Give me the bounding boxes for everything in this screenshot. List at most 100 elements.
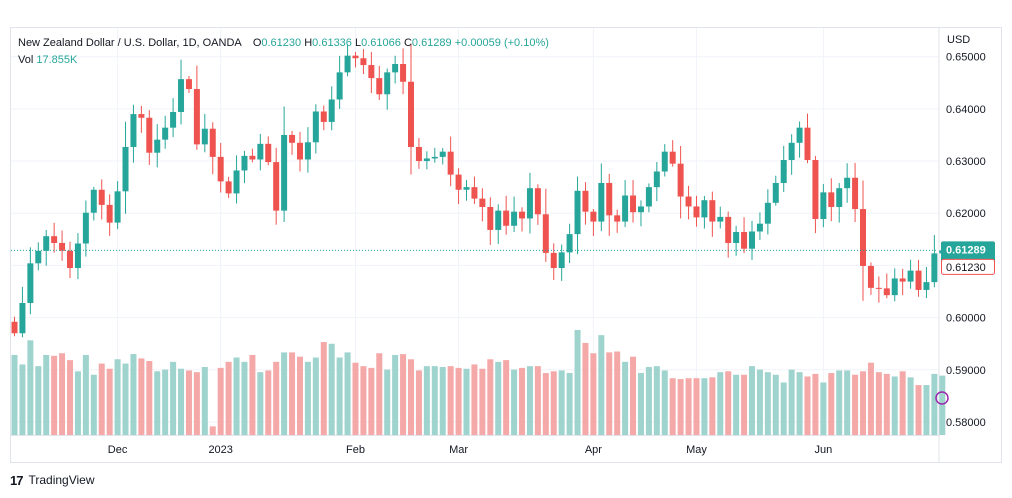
price-axis-tick-2: 0.60000 [946, 313, 986, 325]
candle-body [923, 282, 930, 290]
volume-bar [685, 378, 692, 435]
candle-body [67, 250, 74, 269]
volume-bar [519, 367, 526, 435]
candle-body [495, 210, 502, 230]
chart-canvas[interactable]: 0.580000.590000.600000.610000.620000.630… [10, 27, 1002, 463]
candle-body [590, 211, 597, 222]
candle-body [463, 187, 470, 190]
candle-body [423, 158, 430, 162]
volume-bar [487, 359, 494, 435]
volume-bar [550, 371, 557, 435]
volume-bar [558, 370, 565, 435]
volume-value: 17.855K [36, 54, 78, 66]
candle-body [748, 231, 755, 249]
candle-body [622, 195, 629, 222]
candle-body [312, 111, 319, 143]
brand-name[interactable]: TradingView [28, 473, 95, 487]
candle-body [273, 162, 280, 211]
candle-body [836, 188, 843, 207]
volume-bar [844, 370, 851, 435]
chart-header: New Zealand Dollar / U.S. Dollar, 1D, OA… [18, 35, 549, 69]
volume-bar [812, 373, 819, 435]
candle-body [59, 242, 66, 251]
candle-body [98, 189, 105, 205]
volume-bar [931, 373, 938, 435]
candle-body [685, 196, 692, 207]
symbol-title[interactable]: New Zealand Dollar / U.S. Dollar, 1D, OA… [18, 37, 242, 49]
volume-bar [384, 369, 391, 435]
volume-bar [907, 377, 914, 435]
volume-bar [455, 367, 462, 435]
volume-bar [622, 361, 629, 435]
candle-body [542, 214, 549, 253]
volume-bar [289, 352, 296, 435]
volume-bar [653, 366, 660, 435]
volume-bar [701, 378, 708, 435]
candle-body [558, 252, 565, 269]
footer: 17 TradingView [10, 470, 95, 490]
volume-bar [717, 372, 724, 435]
volume-bar [106, 368, 113, 435]
candle-body [74, 243, 81, 269]
volume-bar [899, 371, 906, 435]
high-label: H [304, 37, 313, 49]
candle-body [209, 128, 216, 157]
candle-body [233, 170, 240, 194]
volume-bar [582, 342, 589, 435]
volume-bar [193, 372, 200, 435]
volume-bar [241, 361, 248, 435]
volume-bar [733, 374, 740, 435]
volume-bar [328, 343, 335, 435]
volume-bar [185, 370, 192, 435]
volume-bar [590, 353, 597, 435]
candle-body [336, 72, 343, 100]
candle-body [788, 142, 795, 161]
candle-body [780, 160, 787, 183]
candle-body [368, 65, 375, 79]
candle-body [764, 202, 771, 224]
candle-body [526, 188, 533, 219]
candle-body [392, 64, 399, 73]
volume-bar [257, 372, 264, 435]
candle-body [328, 99, 335, 122]
candle-body [185, 79, 192, 90]
candle-body [90, 189, 97, 213]
price-axis-tick-1: 0.59000 [946, 365, 986, 377]
volume-bar [35, 366, 42, 435]
candle-body [146, 117, 153, 153]
tradingview-logo-icon[interactable]: 17 [10, 472, 24, 488]
candle-body [304, 142, 311, 160]
volume-bar [693, 378, 700, 435]
price-axis-tick-0: 0.58000 [946, 417, 986, 429]
close-value: 0.61289 [411, 37, 452, 49]
volume-bar [725, 371, 732, 435]
volume-bar [336, 357, 343, 435]
volume-bar [439, 367, 446, 435]
time-axis-label-0: Dec [108, 444, 128, 456]
candle-body [828, 192, 835, 207]
time-axis-label-2: Feb [346, 444, 365, 456]
candle-body [804, 127, 811, 161]
volume-bar [98, 363, 105, 435]
open-value: 0.61230 [261, 37, 302, 49]
candle-body [43, 236, 50, 251]
candle-body [883, 288, 890, 296]
candle-body [820, 192, 827, 219]
volume-bar [431, 366, 438, 435]
candle-body [320, 111, 327, 122]
volume-bar [630, 356, 637, 435]
volume-bar [883, 373, 890, 435]
volume-row: Vol 17.855K [18, 52, 549, 69]
volume-bar [772, 374, 779, 435]
candle-body [257, 143, 264, 160]
volume-bar [90, 374, 97, 435]
candle-body [170, 112, 177, 128]
volume-bar [43, 354, 50, 435]
volume-bar [574, 330, 581, 435]
candle-body [360, 58, 367, 66]
candle-body [709, 200, 716, 222]
candle-body [241, 155, 248, 171]
volume-bar [415, 370, 422, 435]
change-value: +0.00059 (+0.10%) [454, 37, 549, 49]
candle-body [447, 151, 454, 175]
